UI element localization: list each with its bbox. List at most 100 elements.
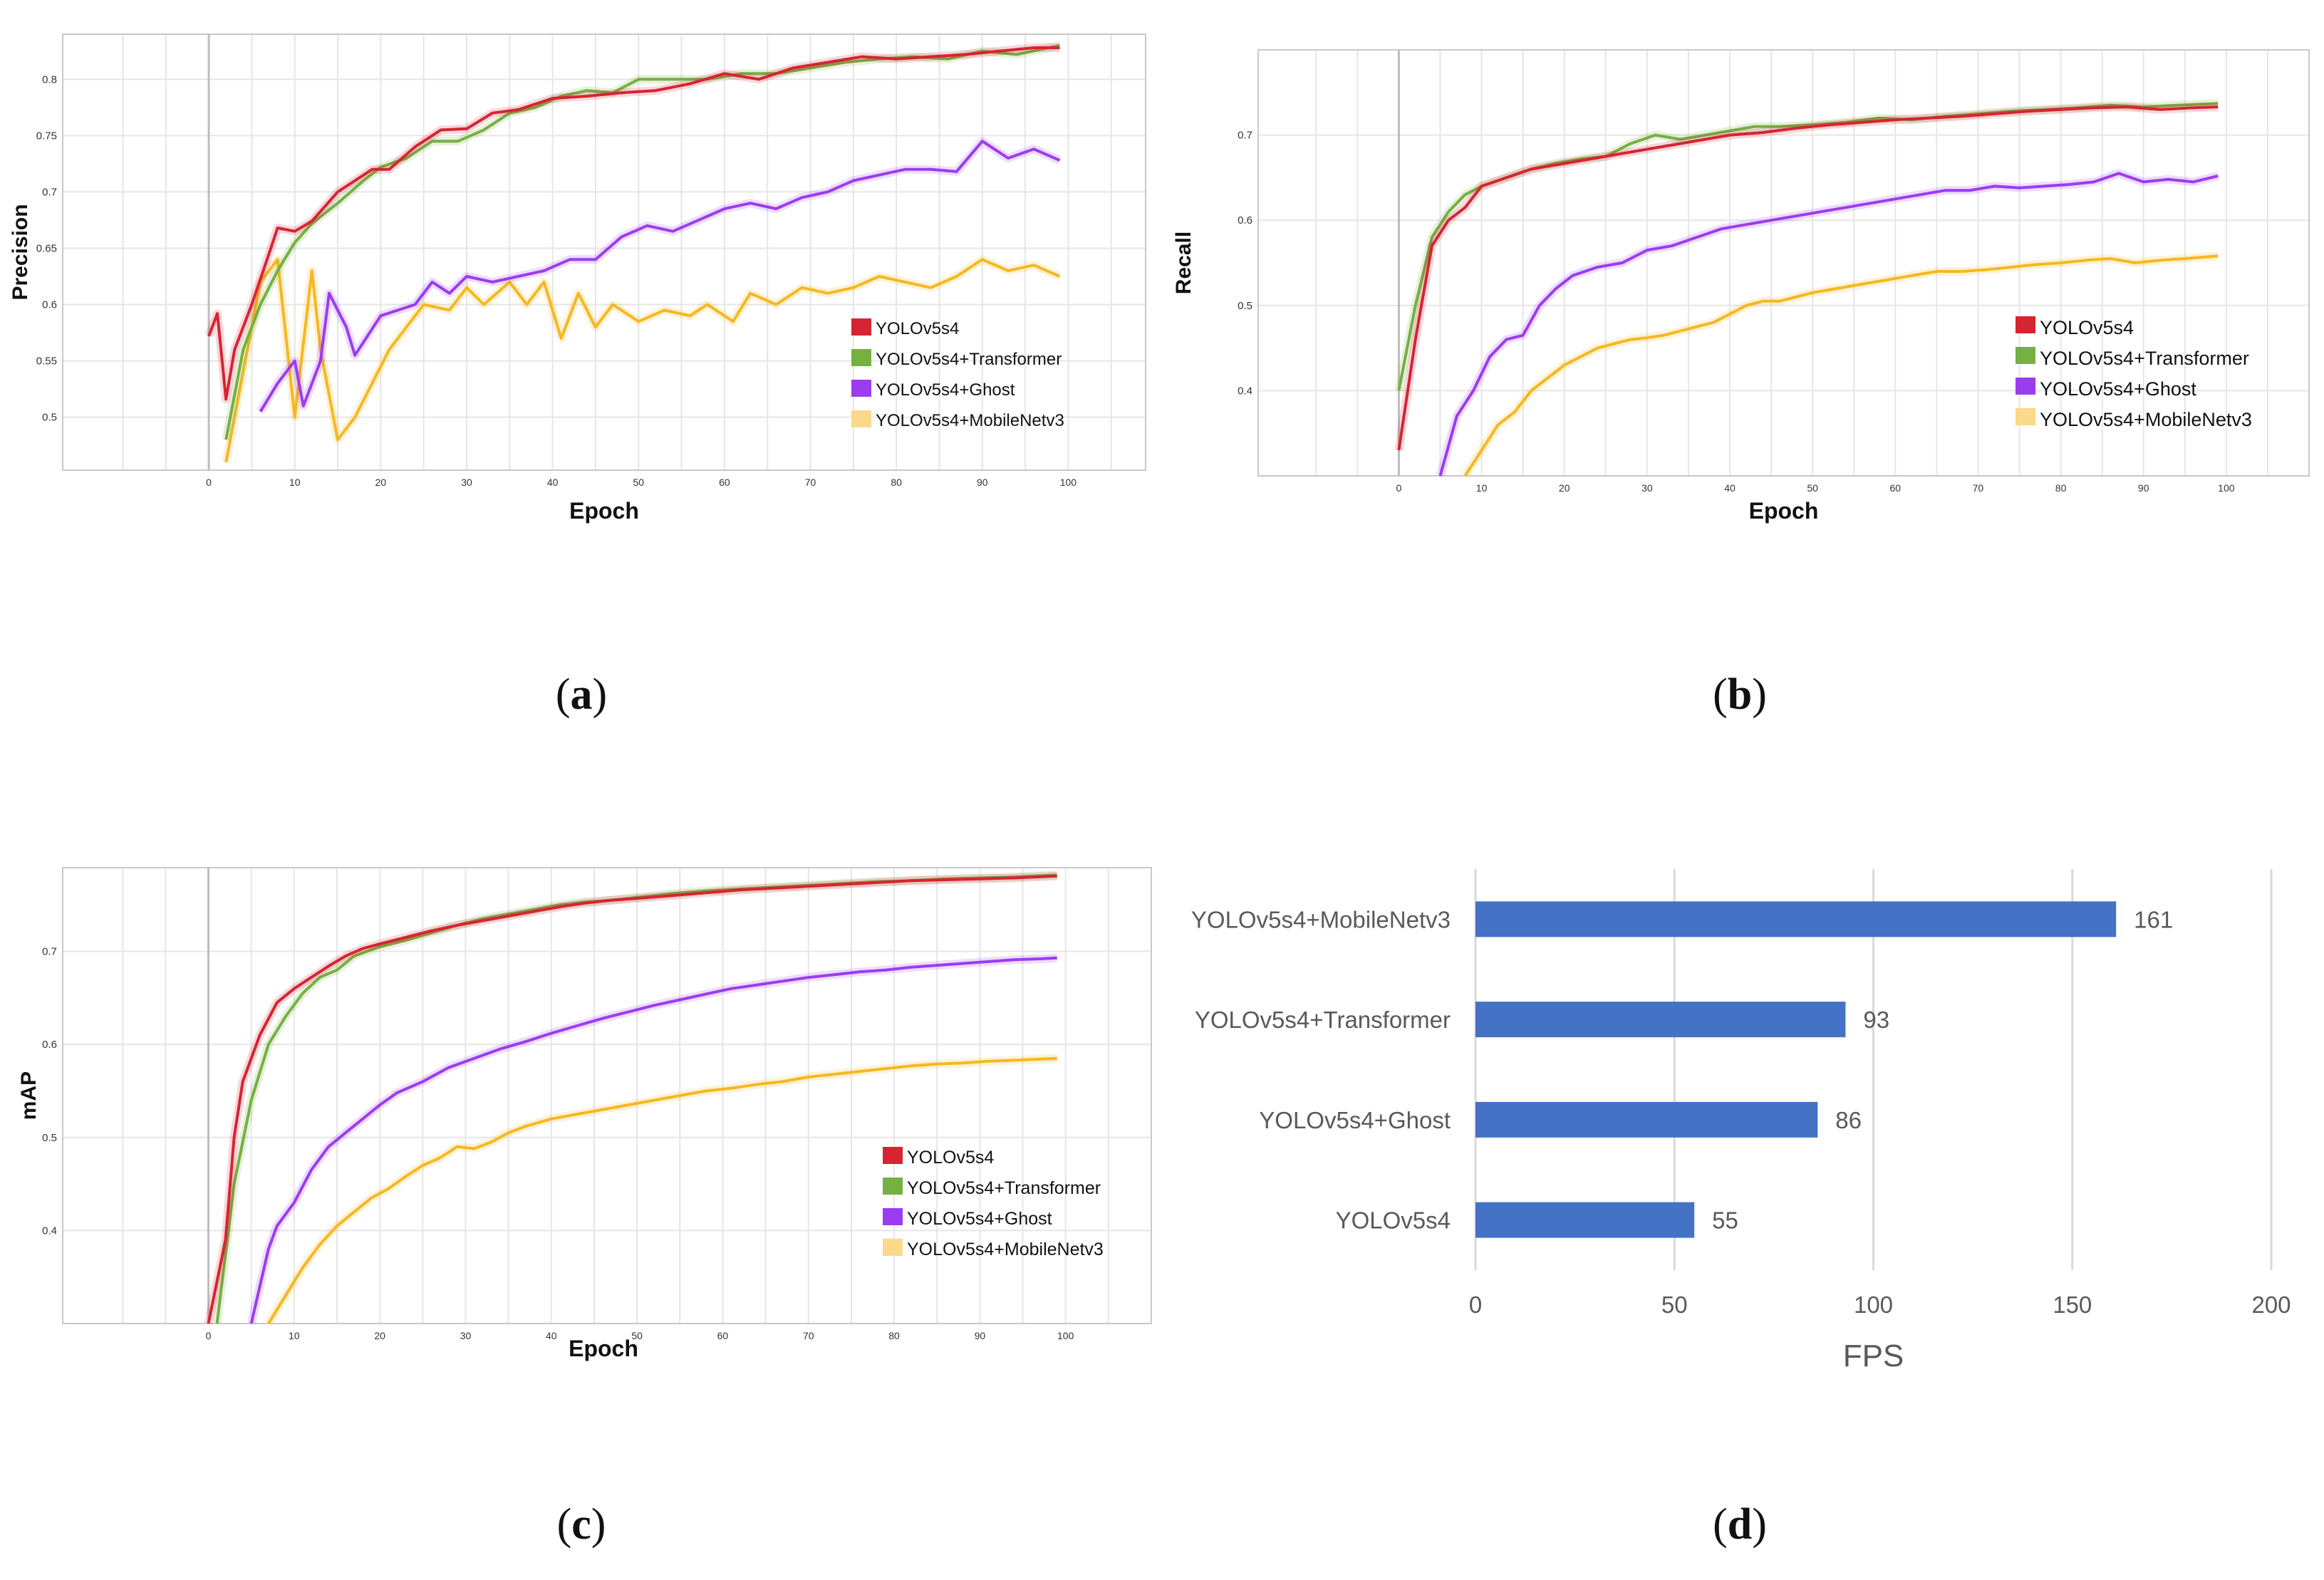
panel-c: 0 10 20 30 40 50 60 70 80 90 100 0.4 0.5 0.6 0.7 Epoch m… (0, 826, 1162, 1396)
legend: YOLOv5s4 YOLOv5s4+Transformer YOLOv5s4+Gho… (851, 318, 1064, 430)
category-label-yolov5s4-transformer: YOLOv5s4+Transformer (1195, 1007, 1451, 1033)
x-axis-label: Epoch (569, 1336, 638, 1361)
y-tick-label: 0.65 (36, 242, 57, 254)
x-tick-label: 70 (805, 477, 816, 488)
bar-yolov5s4 (1475, 1202, 1695, 1238)
panel-d: 0 50 100 150 200 YOLOv5s4+MobileNetv3 161 YOLOv… (1162, 826, 2324, 1396)
series-line-yolov5s4-mobilenetv3 (224, 258, 1061, 463)
x-tick-label: 70 (803, 1330, 814, 1341)
legend-label-yolov5s4-ghost: YOLOv5s4+Ghost (876, 380, 1015, 400)
x-tick-label: 90 (977, 477, 988, 488)
series-line-yolov5s4-mobilenetv3 (1463, 254, 2219, 477)
legend-swatch-yolov5s4 (851, 318, 871, 336)
category-label-yolov5s4: YOLOv5s4 (1336, 1207, 1451, 1234)
y-tick-label: 0.6 (1238, 214, 1252, 227)
y-tick-label: 0.7 (1238, 130, 1252, 142)
x-tick-label: 50 (633, 477, 644, 488)
series-line-yolov5s4-ghost (259, 140, 1061, 412)
caption-c-letter: c (571, 1500, 591, 1549)
legend-label-yolov5s4-transformer: YOLOv5s4+Transformer (2040, 348, 2249, 369)
x-axis-label: Epoch (569, 498, 639, 524)
y-axis-label: Precision (9, 204, 32, 300)
legend: YOLOv5s4 YOLOv5s4+Transformer YOLOv5s4+Gho… (883, 1147, 1104, 1259)
category-label-yolov5s4-mobilenetv3: YOLOv5s4+MobileNetv3 (1191, 906, 1451, 932)
x-axis-label: FPS (1843, 1339, 1904, 1373)
caption-d-open: ( (1713, 1500, 1728, 1549)
x-tick-label: 100 (1060, 477, 1077, 488)
x-tick-label: 20 (375, 477, 387, 488)
x-tick-label: 70 (1973, 482, 1984, 494)
x-tick-label: 60 (717, 1330, 729, 1341)
caption-a-open: ( (555, 670, 571, 719)
caption-a-close: ) (592, 670, 608, 719)
plot-frame (62, 33, 1146, 471)
data-label-yolov5s4-mobilenetv3: 161 (2134, 906, 2173, 932)
plot-frame (1257, 49, 2310, 477)
series-line-yolov5s4 (207, 46, 1060, 401)
caption-a-letter: a (570, 670, 593, 719)
grid (63, 34, 1146, 470)
caption-d-letter: d (1727, 1500, 1753, 1549)
panel-b: 0 10 20 30 40 50 60 70 80 90 100 0.4 0.5 0.6 0.7 Epoch R… (1162, 0, 2324, 570)
x-tick-label: 0 (206, 1330, 212, 1341)
legend-label-yolov5s4-transformer: YOLOv5s4+Transformer (876, 350, 1062, 369)
legend-label-yolov5s4-transformer: YOLOv5s4+Transformer (907, 1178, 1101, 1198)
x-tick-label: 90 (975, 1330, 986, 1341)
x-tick-label: 100 (1057, 1330, 1074, 1341)
x-tick-label: 20 (374, 1330, 385, 1341)
legend-label-yolov5s4-mobilenetv3: YOLOv5s4+MobileNetv3 (907, 1239, 1104, 1259)
caption-b-letter: b (1727, 670, 1753, 719)
bar-yolov5s4-mobilenetv3 (1475, 901, 2117, 937)
caption-b-close: ) (1752, 670, 1767, 719)
legend-swatch-yolov5s4-transformer (851, 349, 871, 366)
bar-yolov5s4-transformer (1475, 1002, 1846, 1038)
caption-d: (d) (1669, 1500, 1811, 1550)
y-tick-label: 0.6 (42, 299, 57, 311)
plot-frame (62, 867, 1152, 1324)
bar-yolov5s4-ghost (1475, 1101, 1818, 1138)
y-tick-label: 0.4 (42, 1225, 57, 1237)
legend-label-yolov5s4: YOLOv5s4 (2040, 317, 2134, 338)
x-tick-label: 150 (2053, 1291, 2092, 1318)
x-tick-label: 40 (1724, 482, 1736, 494)
legend-swatch-yolov5s4-ghost (2016, 378, 2035, 395)
data-label-yolov5s4: 55 (1712, 1207, 1738, 1234)
x-tick-label: 90 (2138, 482, 2149, 494)
y-tick-label: 0.5 (1238, 300, 1252, 312)
x-tick-label: 80 (891, 477, 902, 488)
series-halo-yolov5s4 (204, 43, 1060, 404)
x-axis-label: Epoch (1749, 498, 1819, 524)
series-line-yolov5s4-mobilenetv3 (267, 1056, 1057, 1325)
series-line-yolov5s4-ghost (249, 956, 1057, 1324)
grid (1258, 50, 2309, 476)
recall-chart: 0 10 20 30 40 50 60 70 80 90 100 0.4 0.5 0.6 0.7 Epoch R… (1172, 49, 2310, 524)
series-line-yolov5s4 (207, 874, 1057, 1324)
x-tick-label: 30 (1641, 482, 1653, 494)
series-line-yolov5s4-ghost (1438, 172, 2219, 477)
x-tick-label: 0 (206, 477, 212, 488)
x-tick-label: 60 (719, 477, 730, 488)
legend-label-yolov5s4: YOLOv5s4 (907, 1148, 994, 1168)
map-chart: 0 10 20 30 40 50 60 70 80 90 100 0.4 0.5 0.6 0.7 Epoch m… (17, 867, 1152, 1361)
x-tick-label: 10 (1476, 482, 1488, 494)
legend-label-yolov5s4-mobilenetv3: YOLOv5s4+MobileNetv3 (2040, 409, 2252, 430)
x-tick-label: 100 (1854, 1291, 1893, 1318)
x-tick-label: 10 (289, 1330, 300, 1341)
data-label-yolov5s4-ghost: 86 (1835, 1107, 1862, 1133)
x-tick-label: 10 (289, 477, 301, 488)
legend-label-yolov5s4-ghost: YOLOv5s4+Ghost (2040, 378, 2196, 400)
legend-swatch-yolov5s4-mobilenetv3 (883, 1239, 903, 1256)
caption-b-open: ( (1713, 670, 1728, 719)
legend-label-yolov5s4: YOLOv5s4 (876, 319, 959, 338)
x-tick-label: 50 (631, 1330, 643, 1341)
legend-swatch-yolov5s4-ghost (883, 1208, 903, 1225)
caption-c: (c) (510, 1500, 653, 1550)
x-tick-label: 200 (2251, 1291, 2291, 1318)
caption-a: (a) (510, 670, 653, 720)
y-axis-label: mAP (17, 1071, 41, 1120)
caption-c-open: ( (556, 1500, 572, 1549)
x-tick-label: 30 (460, 1330, 472, 1341)
y-tick-label: 0.7 (42, 946, 57, 958)
fps-bar-chart: 0 50 100 150 200 YOLOv5s4+MobileNetv3 161 YOLOv… (1191, 869, 2291, 1373)
y-tick-label: 0.8 (42, 73, 57, 85)
